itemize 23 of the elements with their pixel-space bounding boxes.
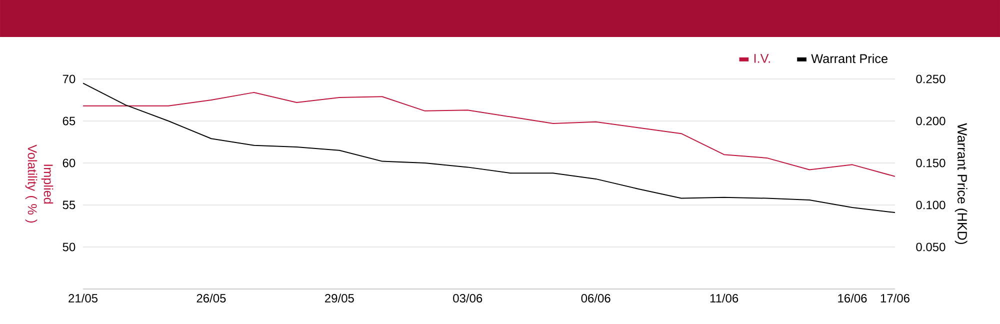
x-tick-label: 03/06 xyxy=(453,294,482,303)
x-tick-label: 26/05 xyxy=(196,294,226,303)
y-tick-label: 70 xyxy=(62,74,76,84)
x-tick-label: 21/05 xyxy=(68,294,98,303)
x-tick-label: 06/06 xyxy=(581,294,610,303)
y-tick-label: 50 xyxy=(62,242,76,252)
y-tick-label: 60 xyxy=(62,158,76,168)
legend-label: Warrant Price xyxy=(811,54,888,64)
legend-label: I.V. xyxy=(754,54,770,63)
y2-tick-label: 0.050 xyxy=(916,242,946,252)
y2-tick-label: 0.200 xyxy=(916,116,946,126)
x-tick-label: 17/06 xyxy=(880,294,910,303)
y-tick-label: 55 xyxy=(62,200,76,210)
y-tick-label: 65 xyxy=(62,116,76,126)
x-tick-label: 11/06 xyxy=(710,294,738,303)
y2-tick-label: 0.150 xyxy=(916,158,946,168)
line-series xyxy=(83,82,895,214)
x-tick-label: 29/05 xyxy=(325,294,354,303)
y2-axis-title: Warrant Price (HKD) xyxy=(954,123,968,244)
x-tick-label: 16/06 xyxy=(838,294,867,303)
y-axis-title: Implied Volatility ( % ) xyxy=(25,144,54,223)
y2-tick-label: 0.250 xyxy=(916,74,946,84)
y2-tick-label: 0.100 xyxy=(916,200,946,210)
